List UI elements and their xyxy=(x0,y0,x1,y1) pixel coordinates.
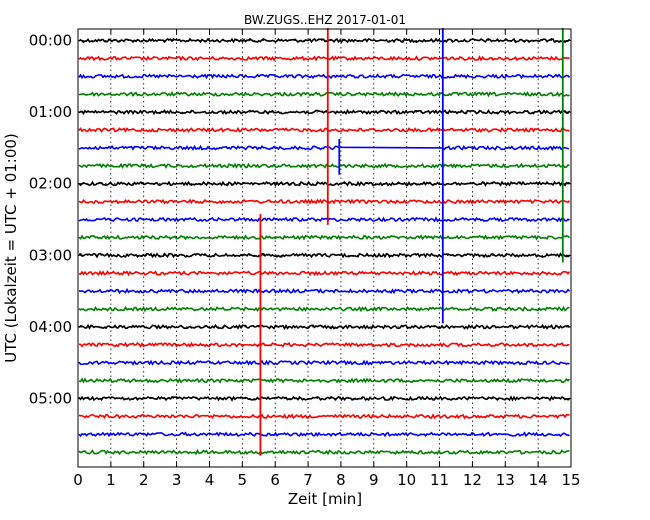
trace-line xyxy=(78,287,571,295)
x-tick-label: 4 xyxy=(205,471,215,489)
y-tick-label: 03:00 xyxy=(29,246,72,264)
x-tick-label: 13 xyxy=(496,471,515,489)
trace-line xyxy=(78,323,571,331)
x-tick-label: 5 xyxy=(238,471,248,489)
trace-line xyxy=(78,234,571,241)
x-tick-label: 11 xyxy=(430,471,449,489)
trace-line xyxy=(78,359,570,366)
x-tick-label: 0 xyxy=(73,471,83,489)
trace-line xyxy=(78,126,570,134)
x-tick-label: 6 xyxy=(270,471,280,489)
y-tick-label: 04:00 xyxy=(29,318,72,336)
trace-line xyxy=(78,377,571,384)
x-tick-label: 9 xyxy=(369,471,379,489)
trace-line xyxy=(78,162,570,170)
trace-line xyxy=(78,270,571,277)
traces xyxy=(78,37,571,456)
x-tick-label: 12 xyxy=(463,471,482,489)
plot-frame xyxy=(77,28,572,468)
y-ticks: 00:00 01:00 02:00 03:00 04:00 05:00 xyxy=(29,32,571,408)
x-tick-label: 2 xyxy=(139,471,149,489)
trace-line xyxy=(78,216,570,223)
x-tick-label: 8 xyxy=(336,471,346,489)
trace-line xyxy=(78,144,570,151)
chart-title: BW.ZUGS..EHZ 2017-01-01 xyxy=(244,13,406,27)
y-axis-label: UTC (Lokalzeit = UTC + 01:00) xyxy=(2,133,20,363)
y-tick-label: 02:00 xyxy=(29,175,72,193)
trace-line xyxy=(78,198,571,205)
x-tick-label: 15 xyxy=(561,471,580,489)
trace-line xyxy=(78,431,570,438)
trace-line xyxy=(78,395,570,402)
x-tick-label: 3 xyxy=(172,471,182,489)
x-tick-label: 14 xyxy=(529,471,548,489)
trace-line xyxy=(78,108,571,116)
x-axis-label: Zeit [min] xyxy=(288,490,362,508)
trace-line xyxy=(78,413,570,420)
trace-line xyxy=(78,252,570,259)
y-tick-label: 05:00 xyxy=(29,390,72,408)
events xyxy=(259,27,564,456)
trace-line xyxy=(78,73,571,80)
x-tick-label: 10 xyxy=(397,471,416,489)
trace-line xyxy=(78,305,570,313)
x-tick-label: 7 xyxy=(303,471,313,489)
trace-line xyxy=(78,180,570,187)
y-tick-label: 01:00 xyxy=(29,103,72,121)
y-tick-label: 00:00 xyxy=(29,32,72,50)
trace-line xyxy=(78,37,571,44)
trace-line xyxy=(78,341,570,348)
x-tick-label: 1 xyxy=(106,471,116,489)
x-ticks: 0 1 2 3 4 5 6 7 8 9 10 11 12 13 14 15 xyxy=(73,29,581,489)
trace-line xyxy=(78,55,570,62)
trace-line xyxy=(78,91,570,98)
trace-line xyxy=(78,448,570,456)
